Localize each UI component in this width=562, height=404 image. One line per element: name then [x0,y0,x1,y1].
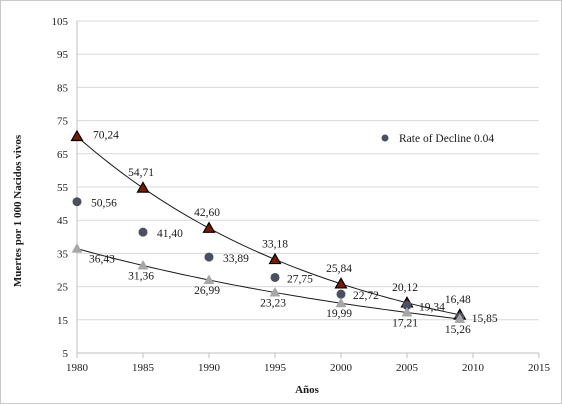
y-tick-label: 15 [57,315,69,327]
legend-marker [381,134,389,142]
y-tick-label: 5 [63,348,69,360]
middle-data-label: 27,75 [287,273,313,285]
middle-point [138,227,148,237]
upper-point [268,252,282,265]
upper-data-label: 70,24 [93,129,119,141]
middle-data-label: 33,89 [223,253,249,265]
lower-point [71,243,83,253]
x-tick-label: 2010 [462,362,485,374]
data-labels: 70,24 54,71 42,60 33,18 25,84 20,12 16,48 50,56… [89,129,498,336]
lower-data-label: 26,99 [194,285,220,297]
lower-point [203,274,215,284]
lower-data-label: 19,99 [326,308,352,320]
upper-data-label: 20,12 [392,282,418,294]
y-tick-label: 55 [57,182,69,194]
x-tick-label: 2000 [330,362,353,374]
lower-data-label: 36,43 [89,254,115,266]
upper-point [202,221,216,233]
x-axis-title: Años [295,384,320,396]
upper-data-label: 33,18 [262,238,288,250]
middle-point [336,289,346,299]
lower-point [269,286,281,297]
lower-point [401,306,413,317]
x-tick-label: 2015 [528,362,551,374]
upper-data-label: 54,71 [128,167,154,179]
lower-data-label: 23,23 [260,297,286,309]
lower-data-label: 17,21 [392,317,418,329]
x-tick-label: 1980 [66,362,89,374]
lower-data-label: 15,26 [445,324,471,336]
middle-data-label: 19,34 [419,301,445,313]
middle-data-label: 50,56 [91,198,117,210]
lower-point [335,297,347,308]
x-tick-label: 1985 [132,362,155,374]
middle-point [402,300,412,310]
y-tick-label: 105 [52,16,69,28]
lower-data-label: 31,36 [128,270,154,282]
upper-point [334,277,348,289]
middle-data-label: 15,85 [472,313,498,325]
middle-data-label: 22,72 [353,290,379,302]
y-tick-label: 75 [57,116,69,128]
upper-data-label: 25,84 [326,263,352,275]
y-tick-label: 45 [57,215,69,227]
lower-point [137,259,149,270]
legend-label: Rate of Decline 0.04 [399,133,494,145]
y-tick-label: 35 [57,248,69,260]
middle-point [72,197,82,207]
upper-data-label: 42,60 [194,207,220,219]
upper-point [70,129,84,142]
y-tick-label: 65 [57,149,69,161]
legend: Rate of Decline 0.04 [381,133,494,145]
upper-point [136,181,150,193]
lower-point [454,313,466,323]
y-tick-label: 25 [57,282,69,294]
data-marks [70,129,467,323]
middle-data-label: 41,40 [157,228,183,240]
y-tick-label: 85 [57,82,69,94]
x-tick-label: 1990 [198,362,221,374]
axes: 105 95 85 75 65 55 45 35 25 15 5 1980 1985 1990 1995 20… [52,16,551,374]
upper-data-label: 16,48 [445,294,471,306]
middle-point [204,252,214,262]
x-tick-label: 2005 [396,362,419,374]
y-tick-label: 95 [57,49,69,61]
middle-point [270,272,280,282]
x-tick-label: 1995 [264,362,287,374]
y-axis-title: Muertes por 1 000 Nacidos vivos [12,134,24,287]
